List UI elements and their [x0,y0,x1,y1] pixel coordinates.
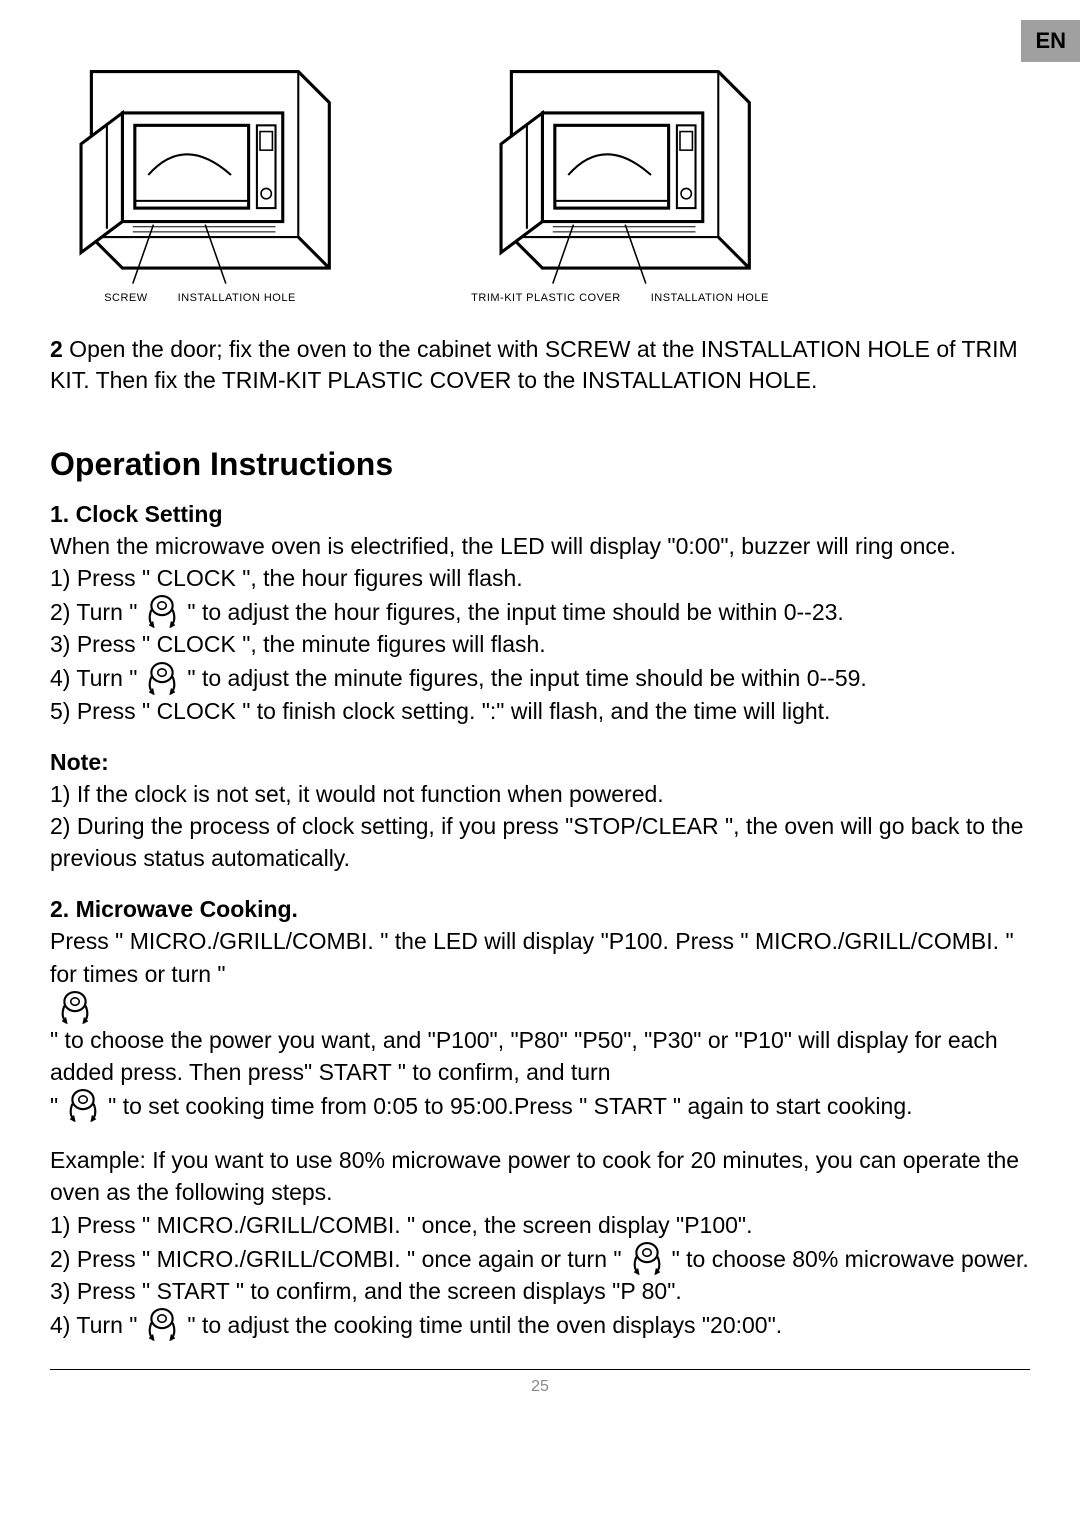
clock-step-1: 1) Press " CLOCK ", the hour figures wil… [50,562,1030,594]
microwave-diagram-icon [470,60,770,290]
step-text: " to adjust the hour figures, the input … [187,596,843,628]
step-text: 2) Turn " [50,596,137,628]
note-2: 2) During the process of clock setting, … [50,810,1030,874]
mw-paragraph-1: Press " MICRO./GRILL/COMBI. " the LED wi… [50,925,1030,1088]
step-text: 2) Press " MICRO./GRILL/COMBI. " once ag… [50,1243,622,1275]
clock-step-3: 3) Press " CLOCK ", the minute figures w… [50,628,1030,660]
diagram-right: TRIM-KIT PLASTIC COVER INSTALLATION HOLE [470,60,770,304]
clock-step-2: 2) Turn " " to adjust the hour figures, … [50,594,1030,628]
knob-icon [66,1088,100,1126]
footer-rule [50,1369,1030,1370]
note-heading: Note: [50,749,1030,776]
microwave-cooking-heading: 2. Microwave Cooking. [50,896,1030,923]
step-text: " to adjust the minute figures, the inpu… [187,662,866,694]
step-text: Press " MICRO./GRILL/COMBI. " the LED wi… [50,925,1030,989]
diagram-label: INSTALLATION HOLE [651,292,769,304]
knob-icon [145,594,179,632]
diagram-label: TRIM-KIT PLASTIC COVER [471,292,621,304]
step-text: " to set cooking time from 0:05 to 95:00… [108,1090,912,1122]
knob-icon [145,661,179,699]
mw-step-4: 4) Turn " " to adjust the cooking time u… [50,1307,1030,1341]
step-text: " to choose the power you want, and "P10… [50,1024,1030,1088]
microwave-diagram-icon [50,60,350,290]
install-step-2: 2 Open the door; fix the oven to the cab… [50,334,1030,396]
step-text: 4) Turn " [50,662,137,694]
diagram-label: SCREW [104,292,147,304]
clock-step-4: 4) Turn " " to adjust the minute figures… [50,661,1030,695]
installation-diagrams: SCREW INSTALLATION HOLE TRIM-KIT PLASTIC… [50,60,1030,304]
knob-icon [145,1307,179,1345]
mw-step-1: 1) Press " MICRO./GRILL/COMBI. " once, t… [50,1209,1030,1241]
page-number: 25 [50,1378,1030,1396]
step-text: Open the door; fix the oven to the cabin… [50,336,1018,393]
step-text: " to adjust the cooking time until the o… [187,1309,782,1341]
manual-page: EN SCREW INSTALLATION HOLE TRIM-KIT PLAS… [0,0,1080,1436]
knob-icon [58,990,92,1028]
mw-step-2: 2) Press " MICRO./GRILL/COMBI. " once ag… [50,1241,1030,1275]
diagram-left: SCREW INSTALLATION HOLE [50,60,350,304]
note-1: 1) If the clock is not set, it would not… [50,778,1030,810]
clock-setting-heading: 1. Clock Setting [50,501,1030,528]
mw-step-3: 3) Press " START " to confirm, and the s… [50,1275,1030,1307]
operation-instructions-heading: Operation Instructions [50,446,1030,483]
step-text: 4) Turn " [50,1309,137,1341]
mw-example: Example: If you want to use 80% microwav… [50,1144,1030,1208]
step-text: " to choose 80% microwave power. [672,1243,1029,1275]
clock-step-5: 5) Press " CLOCK " to finish clock setti… [50,695,1030,727]
language-badge: EN [1021,20,1080,62]
knob-icon [630,1241,664,1279]
diagram-label: INSTALLATION HOLE [178,292,296,304]
mw-paragraph-1c: " " to set cooking time from 0:05 to 95:… [50,1088,1030,1122]
clock-intro: When the microwave oven is electrified, … [50,533,956,559]
step-number: 2 [50,336,63,362]
step-text: " [50,1090,58,1122]
